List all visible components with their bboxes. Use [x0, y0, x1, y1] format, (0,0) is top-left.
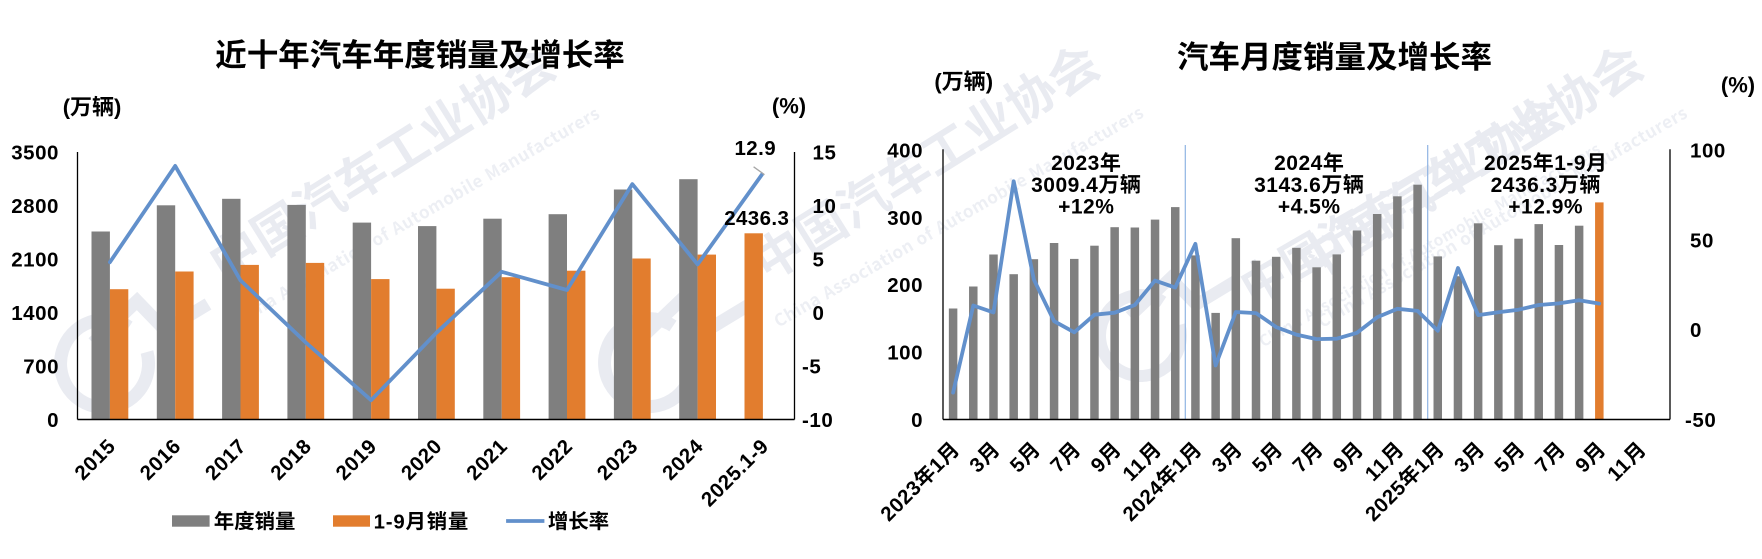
svg-text:10: 10 [813, 195, 837, 218]
svg-text:2436.3: 2436.3 [724, 207, 789, 230]
svg-text:2100: 2100 [11, 248, 59, 271]
svg-text:15: 15 [813, 141, 837, 164]
svg-text:+12.9%: +12.9% [1508, 196, 1583, 219]
svg-text:400: 400 [887, 140, 923, 163]
svg-text:100: 100 [1690, 140, 1726, 163]
svg-text:2024: 2024 [1274, 152, 1323, 175]
svg-text:2800: 2800 [11, 195, 59, 218]
svg-text:12.9: 12.9 [735, 137, 777, 160]
svg-text:-50: -50 [1685, 409, 1716, 432]
svg-text:200: 200 [887, 274, 923, 297]
svg-text:): ) [986, 69, 993, 94]
svg-text:100: 100 [887, 342, 923, 365]
svg-text:3009.4: 3009.4 [1031, 174, 1098, 197]
svg-text:2436.3: 2436.3 [1491, 174, 1558, 197]
svg-text:(: ( [934, 69, 942, 94]
svg-text:1-9: 1-9 [374, 511, 406, 533]
svg-text:1-9: 1-9 [1554, 152, 1586, 175]
svg-text:-10: -10 [802, 409, 833, 432]
svg-text:5: 5 [813, 248, 825, 271]
svg-text:0: 0 [813, 302, 825, 325]
svg-text:50: 50 [1690, 229, 1714, 252]
svg-text:0: 0 [47, 409, 59, 432]
svg-text:-5: -5 [802, 355, 821, 378]
svg-text:2025: 2025 [1484, 152, 1533, 175]
svg-text:): ) [114, 95, 121, 120]
svg-text:(%): (%) [1721, 72, 1755, 97]
svg-text:300: 300 [887, 207, 923, 230]
svg-text:0: 0 [911, 409, 923, 432]
svg-text:1400: 1400 [11, 302, 59, 325]
svg-text:+12%: +12% [1058, 196, 1114, 219]
svg-text:(: ( [63, 95, 71, 120]
svg-text:2023: 2023 [1051, 152, 1100, 175]
svg-text:0: 0 [1690, 319, 1702, 342]
svg-text:3500: 3500 [11, 141, 59, 164]
svg-text:700: 700 [23, 355, 59, 378]
svg-text:+4.5%: +4.5% [1278, 196, 1341, 219]
svg-text:(%): (%) [772, 93, 806, 118]
svg-text:3143.6: 3143.6 [1254, 174, 1321, 197]
